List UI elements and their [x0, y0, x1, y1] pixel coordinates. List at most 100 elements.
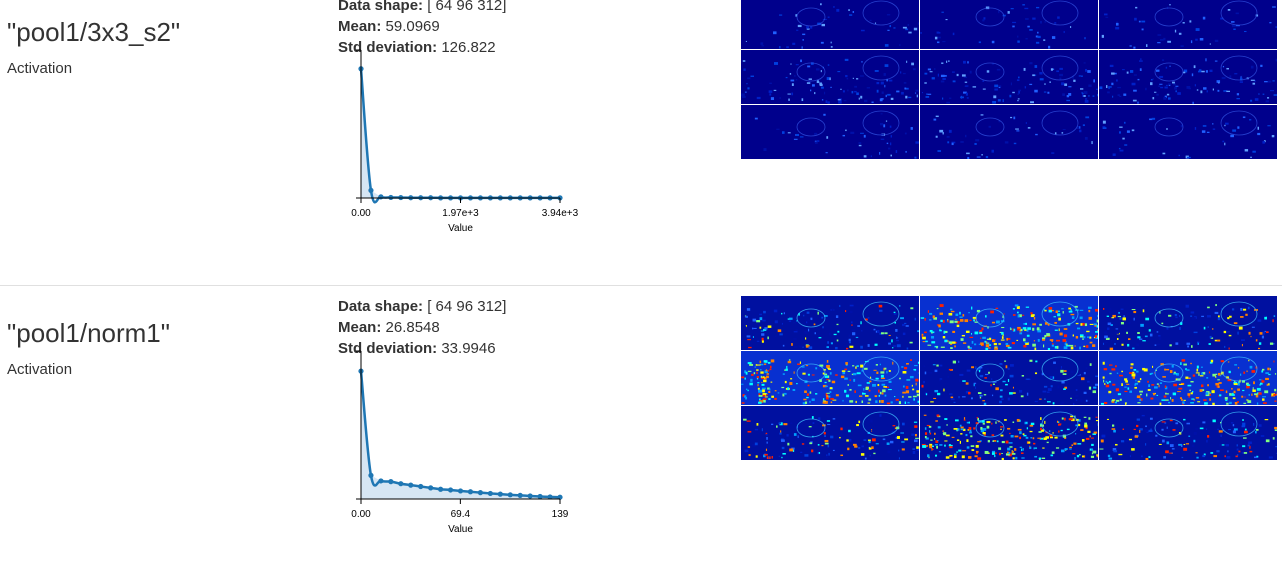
feature-map-speck	[1103, 380, 1104, 383]
feature-map-speck	[844, 378, 848, 380]
feature-map-speck	[942, 98, 943, 100]
feature-map-speck	[1184, 444, 1186, 445]
feature-map-speck	[1076, 336, 1078, 338]
feature-map-speck	[763, 400, 766, 403]
feature-map-speck	[937, 308, 939, 309]
feature-map-speck	[888, 451, 891, 454]
feature-map-speck	[1250, 100, 1252, 102]
feature-map-speck	[870, 455, 871, 457]
feature-map-speck	[818, 417, 820, 420]
feature-map-speck	[770, 366, 772, 369]
histogram-point	[458, 488, 463, 493]
feature-map-speck	[1062, 93, 1065, 96]
feature-map-speck	[796, 383, 798, 384]
feature-map-speck	[1137, 395, 1140, 398]
feature-map-speck	[1084, 392, 1087, 394]
feature-map-speck	[763, 315, 766, 317]
feature-map-speck	[988, 440, 990, 442]
feature-map-speck	[952, 72, 955, 73]
feature-map-speck	[875, 395, 878, 397]
feature-map-speck	[959, 316, 962, 318]
feature-map-speck	[1175, 314, 1177, 316]
feature-map-speck	[968, 456, 971, 459]
feature-map-speck	[1001, 435, 1004, 437]
feature-map-speck	[1225, 123, 1229, 125]
feature-map-speck	[1104, 336, 1108, 339]
feature-map-speck	[1047, 92, 1049, 94]
feature-map-speck	[1093, 390, 1096, 393]
feature-map-speck	[1257, 133, 1260, 135]
feature-map-speck	[1262, 336, 1264, 339]
feature-map-speck	[827, 420, 830, 422]
feature-map-speck	[872, 438, 876, 441]
feature-map-speck	[960, 319, 963, 322]
feature-map-speck	[947, 141, 949, 143]
feature-map-speck	[1196, 457, 1198, 459]
feature-map-speck	[930, 440, 932, 441]
feature-map-speck	[969, 432, 972, 434]
feature-map-speck	[790, 73, 791, 75]
feature-map-speck	[1255, 431, 1257, 433]
feature-map-speck	[1073, 403, 1074, 405]
feature-map-speck	[858, 447, 860, 449]
feature-map-speck	[931, 341, 935, 343]
feature-map-speck	[1243, 437, 1247, 438]
feature-map-speck	[959, 374, 963, 376]
feature-map-speck	[836, 9, 839, 12]
feature-map-speck	[823, 114, 825, 116]
feature-map-speck	[1120, 399, 1122, 401]
feature-map-speck	[960, 433, 962, 434]
feature-map-speck	[1002, 441, 1005, 443]
feature-map-speck	[1231, 388, 1233, 390]
feature-map-speck	[1125, 380, 1128, 382]
feature-map-speck	[789, 359, 790, 360]
feature-map-speck	[1152, 97, 1154, 99]
feature-map-speck	[1204, 327, 1206, 330]
feature-map-speck	[1178, 444, 1182, 446]
feature-map-speck	[1145, 318, 1149, 321]
feature-map-speck	[1254, 457, 1257, 459]
feature-map-speck	[1164, 395, 1167, 397]
feature-map-speck	[1060, 370, 1063, 373]
feature-map-speck	[1154, 386, 1158, 388]
feature-map-speck	[807, 393, 809, 396]
feature-map-speck	[1058, 318, 1061, 321]
feature-map-speck	[781, 387, 784, 388]
feature-map-speck	[956, 451, 958, 452]
feature-map-speck	[849, 339, 851, 341]
feature-map-speck	[974, 455, 977, 457]
feature-map-speck	[899, 457, 900, 459]
feature-map-speck	[1191, 392, 1193, 394]
feature-map-speck	[762, 389, 765, 392]
feature-map-speck	[1064, 328, 1068, 330]
feature-map-speck	[908, 396, 911, 398]
histogram-point	[378, 478, 383, 483]
feature-map-speck	[1106, 381, 1108, 383]
feature-map-speck	[1117, 373, 1118, 374]
feature-map-speck	[1124, 387, 1126, 388]
feature-map-speck	[1189, 20, 1191, 22]
feature-map-speck	[788, 99, 789, 101]
feature-map-speck	[883, 386, 887, 387]
feature-map-speck	[1169, 344, 1171, 346]
feature-map-speck	[903, 27, 907, 29]
feature-map-speck	[900, 71, 901, 73]
feature-map-image	[920, 296, 1098, 350]
feature-map-speck	[1240, 76, 1241, 77]
feature-map-speck	[792, 83, 794, 86]
feature-map-speck	[966, 153, 970, 155]
feature-map-speck	[902, 324, 905, 326]
feature-map-speck	[814, 92, 815, 94]
feature-map-speck	[1248, 360, 1249, 362]
feature-map-speck	[1210, 437, 1211, 439]
feature-map-speck	[1180, 45, 1183, 47]
feature-map-speck	[856, 401, 857, 403]
feature-map-speck	[1158, 85, 1160, 86]
feature-map-speck	[1215, 374, 1217, 375]
feature-map-speck	[1019, 390, 1022, 393]
feature-map-speck	[779, 433, 781, 435]
feature-map-speck	[1086, 438, 1089, 440]
feature-map-speck	[1065, 343, 1067, 345]
feature-map-speck	[1059, 328, 1060, 331]
